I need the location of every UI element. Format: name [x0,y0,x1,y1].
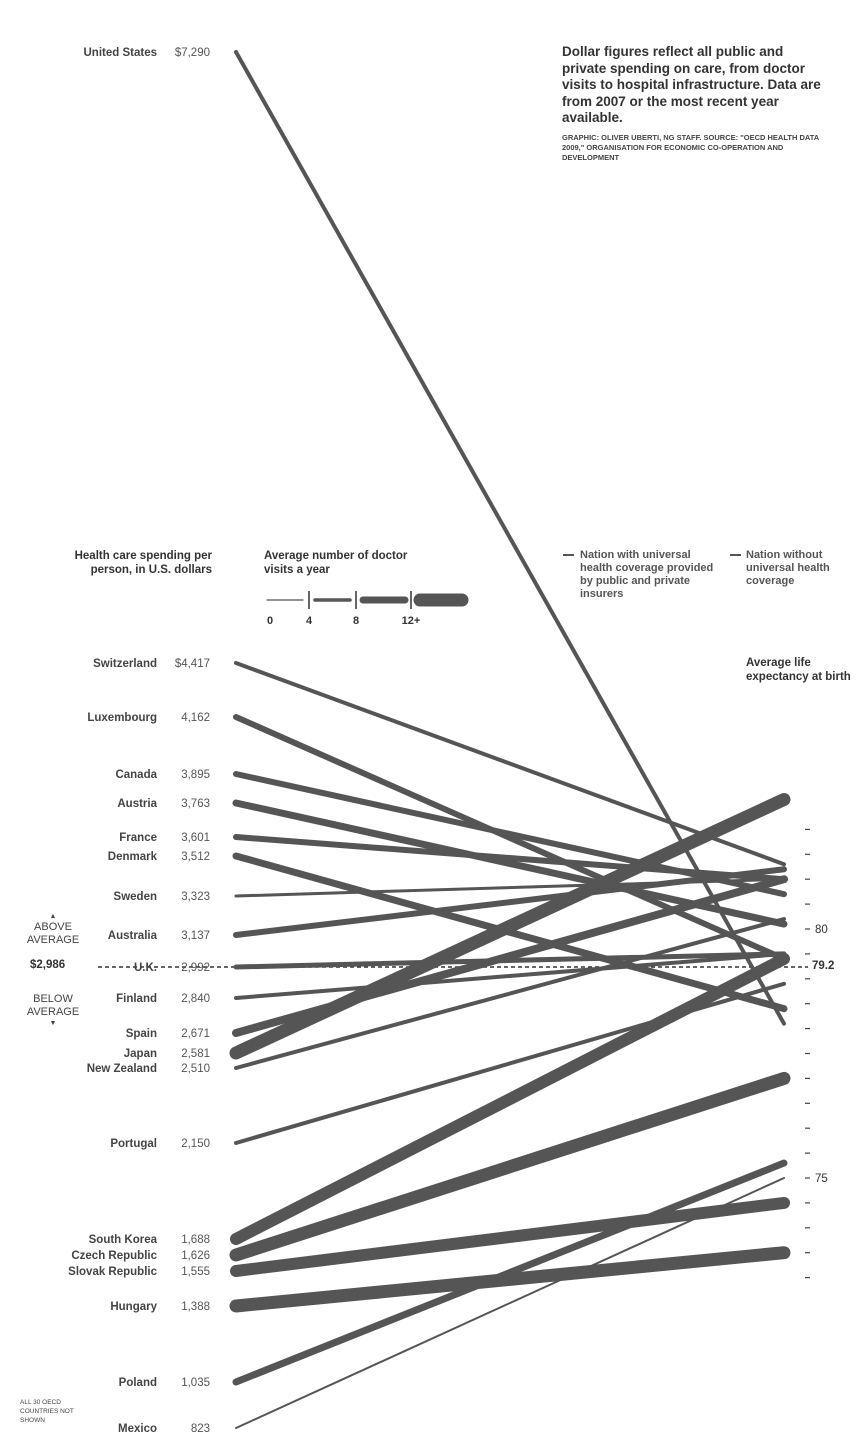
slope-line [232,1159,788,1386]
spending-value: 3,137 [181,930,210,942]
visits-tick-label: 8 [353,615,359,627]
spending-header: Health care spending per person, in U.S.… [74,550,212,576]
key-no-universal: Nation without universal health coverage [746,549,830,587]
spending-value: 2,671 [181,1028,210,1040]
slope-line [234,917,786,1070]
slope-line [234,951,786,1000]
country-labels: United States $7,290 Switzerland $4,417 Luxe… [68,47,210,1435]
country-label: Finland [116,993,157,1005]
country-slopes [229,50,791,1429]
spending-value: $7,290 [175,47,210,59]
spending-value: 1,688 [181,1234,210,1246]
country-label: Austria [117,798,157,810]
spending-value: 2,150 [181,1138,210,1150]
visits-header: Average number of doctor visits a year [264,550,408,576]
universal-swatch [563,554,574,556]
spending-value: 823 [191,1423,210,1435]
visits-tick-label: 0 [267,615,273,627]
country-label: U.K. [134,962,157,974]
life-expectancy-axis: 80 75 [805,828,828,1279]
spending-value: 3,763 [181,798,210,810]
average-spending-label: $2,986 [30,959,66,971]
life-tick-label: 75 [815,1173,828,1185]
spending-value: $4,417 [175,658,210,670]
slope-line [234,661,786,867]
slope-line [233,951,787,970]
slope-line [229,1071,791,1262]
country-label: Mexico [118,1423,157,1435]
country-label: Australia [108,930,158,942]
below-average-label: BELOW AVERAGE ▼ [18,993,88,1028]
country-label: Hungary [110,1301,157,1313]
slope-line [229,793,791,1060]
spending-value: 3,601 [181,832,210,844]
country-label: Sweden [114,891,157,903]
country-label: Czech Republic [71,1250,157,1262]
spending-value: 3,323 [181,891,210,903]
note-text: Dollar figures reflect all public and pr… [562,44,821,125]
country-label: South Korea [89,1234,158,1246]
slope-line [233,714,787,962]
country-label: Luxembourg [87,712,157,724]
country-label: Portugal [110,1138,157,1150]
source-credit: GRAPHIC: OLIVER UBERTI, NG STAFF. SOURCE… [562,132,819,162]
life-expectancy-header: Average life expectancy at birth [746,657,851,683]
note: Dollar figures reflect all public and pr… [562,44,822,163]
spending-value: 4,162 [181,712,210,724]
spending-value: 1,388 [181,1301,210,1313]
visits-tick-label: 4 [306,615,313,627]
key-universal: Nation with universal health coverage pr… [580,549,714,600]
spending-value: 3,512 [181,851,210,863]
country-label: New Zealand [87,1063,157,1075]
no-universal-swatch [730,554,741,556]
life-tick-label: 80 [815,924,828,936]
country-label: Slovak Republic [68,1266,157,1278]
country-label: Denmark [108,851,158,863]
country-label: Japan [124,1048,157,1060]
arrow-up-icon: ▲ [49,913,57,920]
slope-line [233,834,787,883]
slope-line [234,50,786,1026]
country-label: Switzerland [93,658,157,670]
above-average-text: ABOVE AVERAGE [26,921,80,946]
slope-line [230,952,790,1245]
spending-value: 1,555 [181,1266,210,1278]
visits-legend: 0 4 8 12+ [266,591,469,627]
spending-value: 1,626 [181,1250,210,1262]
visits-tick-label: 12+ [402,615,421,627]
arrow-down-icon: ▼ [49,1020,57,1027]
slope-line [229,1246,791,1313]
slope-line [233,866,787,938]
spending-value: 2,992 [181,962,210,974]
country-label: Canada [115,769,157,781]
spending-value: 2,510 [181,1063,210,1075]
country-label: Poland [119,1377,157,1389]
footnote: ALL 30 OECD COUNTRIES NOT SHOWN [20,1399,74,1424]
slope-line [230,1196,790,1277]
spending-value: 2,581 [181,1048,210,1060]
spending-value: 2,840 [181,993,210,1005]
country-label: France [119,832,157,844]
above-average-label: ▲ ABOVE AVERAGE [18,912,88,947]
spending-value: 3,895 [181,769,210,781]
average-life-label: 79.2 [812,960,835,972]
country-label: United States [84,47,158,59]
country-label: Spain [126,1028,157,1040]
below-average-text: BELOW AVERAGE [26,993,80,1018]
spending-value: 1,035 [181,1377,210,1389]
